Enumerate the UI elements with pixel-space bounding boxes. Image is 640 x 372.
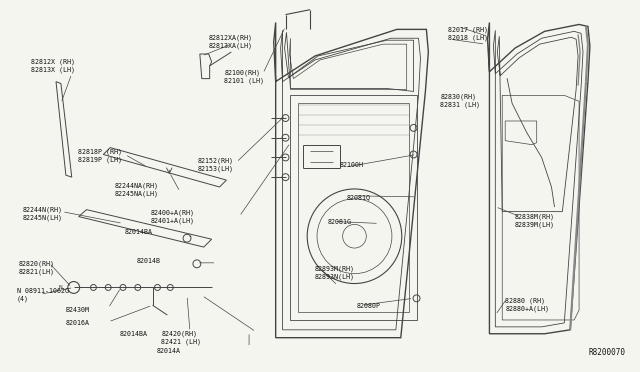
Text: 82830(RH)
82831 (LH): 82830(RH) 82831 (LH) [440, 93, 480, 108]
Text: 82420(RH)
82421 (LH): 82420(RH) 82421 (LH) [161, 331, 202, 345]
Text: 82812X (RH)
82813X (LH): 82812X (RH) 82813X (LH) [31, 59, 76, 73]
Text: N: N [59, 285, 63, 290]
Text: 82016A: 82016A [66, 320, 90, 326]
Text: 82014A: 82014A [156, 347, 180, 353]
Text: 82081G: 82081G [328, 218, 352, 225]
Text: 82893M(RH)
82893N(LH): 82893M(RH) 82893N(LH) [315, 266, 355, 280]
Text: 82100H: 82100H [340, 162, 364, 169]
Text: 82880 (RH)
82880+A(LH): 82880 (RH) 82880+A(LH) [505, 297, 549, 312]
Text: N 08911-1062G
(4): N 08911-1062G (4) [17, 288, 68, 302]
Text: 82014BA: 82014BA [125, 230, 153, 235]
Text: B2430M: B2430M [66, 307, 90, 313]
Text: 82244NA(RH)
82245NA(LH): 82244NA(RH) 82245NA(LH) [115, 182, 159, 196]
Text: R8200070: R8200070 [588, 349, 625, 357]
Text: 82400+A(RH)
82401+A(LH): 82400+A(RH) 82401+A(LH) [150, 210, 195, 224]
Text: 82017 (RH)
82018 (LH): 82017 (RH) 82018 (LH) [448, 26, 488, 41]
Text: 82100(RH)
82101 (LH): 82100(RH) 82101 (LH) [225, 70, 264, 84]
Text: 82818P (RH)
82819P (LH): 82818P (RH) 82819P (LH) [77, 148, 122, 163]
Text: 82081Q: 82081Q [347, 194, 371, 200]
Text: 82014BA: 82014BA [120, 331, 148, 337]
Text: 82014B: 82014B [137, 258, 161, 264]
Text: 82812XA(RH)
82813XA(LH): 82812XA(RH) 82813XA(LH) [209, 34, 253, 49]
Text: 82838M(RH)
82839M(LH): 82838M(RH) 82839M(LH) [515, 214, 555, 228]
Text: 82152(RH)
82153(LH): 82152(RH) 82153(LH) [198, 157, 234, 172]
Text: 82244N(RH)
82245N(LH): 82244N(RH) 82245N(LH) [22, 207, 63, 221]
Text: 82820(RH)
82821(LH): 82820(RH) 82821(LH) [19, 261, 54, 275]
Text: 82080P: 82080P [356, 303, 380, 309]
